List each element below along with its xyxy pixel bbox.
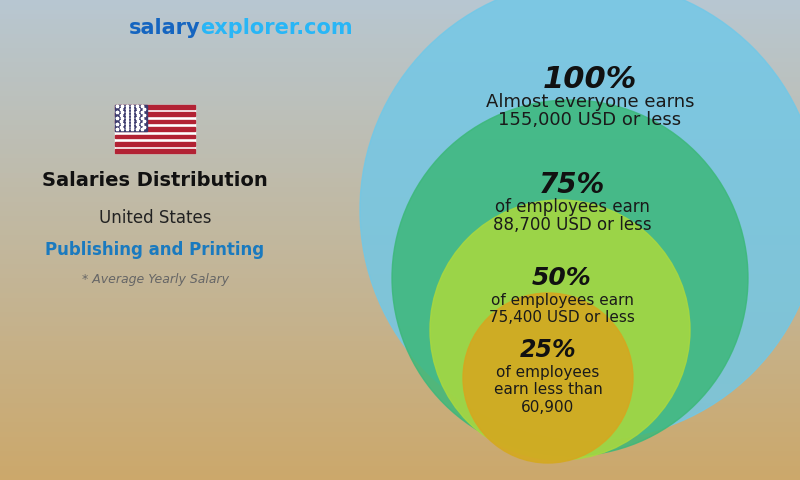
Text: of employees earn: of employees earn <box>494 198 650 216</box>
Bar <box>115 142 195 145</box>
Circle shape <box>360 0 800 440</box>
Bar <box>115 149 195 153</box>
Circle shape <box>463 293 633 463</box>
Bar <box>115 134 195 138</box>
Text: explorer.com: explorer.com <box>200 18 353 38</box>
Text: 75,400 USD or less: 75,400 USD or less <box>489 311 635 325</box>
Text: 75%: 75% <box>539 171 605 199</box>
Text: salary: salary <box>128 18 200 38</box>
Bar <box>115 105 147 131</box>
Text: 50%: 50% <box>532 266 592 290</box>
Text: * Average Yearly Salary: * Average Yearly Salary <box>82 274 229 287</box>
Bar <box>115 105 195 108</box>
Text: 100%: 100% <box>543 65 637 95</box>
Text: 88,700 USD or less: 88,700 USD or less <box>493 216 651 234</box>
Bar <box>115 112 195 116</box>
Text: Publishing and Printing: Publishing and Printing <box>46 241 265 259</box>
Bar <box>115 120 195 123</box>
Circle shape <box>430 200 690 460</box>
Text: 155,000 USD or less: 155,000 USD or less <box>498 111 682 129</box>
Text: United States: United States <box>98 209 211 227</box>
Text: of employees: of employees <box>496 364 600 380</box>
Bar <box>115 127 195 131</box>
Text: Almost everyone earns: Almost everyone earns <box>486 93 694 111</box>
Text: Salaries Distribution: Salaries Distribution <box>42 170 268 190</box>
Text: of employees earn: of employees earn <box>490 292 634 308</box>
Text: 60,900: 60,900 <box>522 400 574 416</box>
Text: 25%: 25% <box>520 338 576 362</box>
Circle shape <box>392 100 748 456</box>
Text: earn less than: earn less than <box>494 383 602 397</box>
Bar <box>115 105 195 153</box>
